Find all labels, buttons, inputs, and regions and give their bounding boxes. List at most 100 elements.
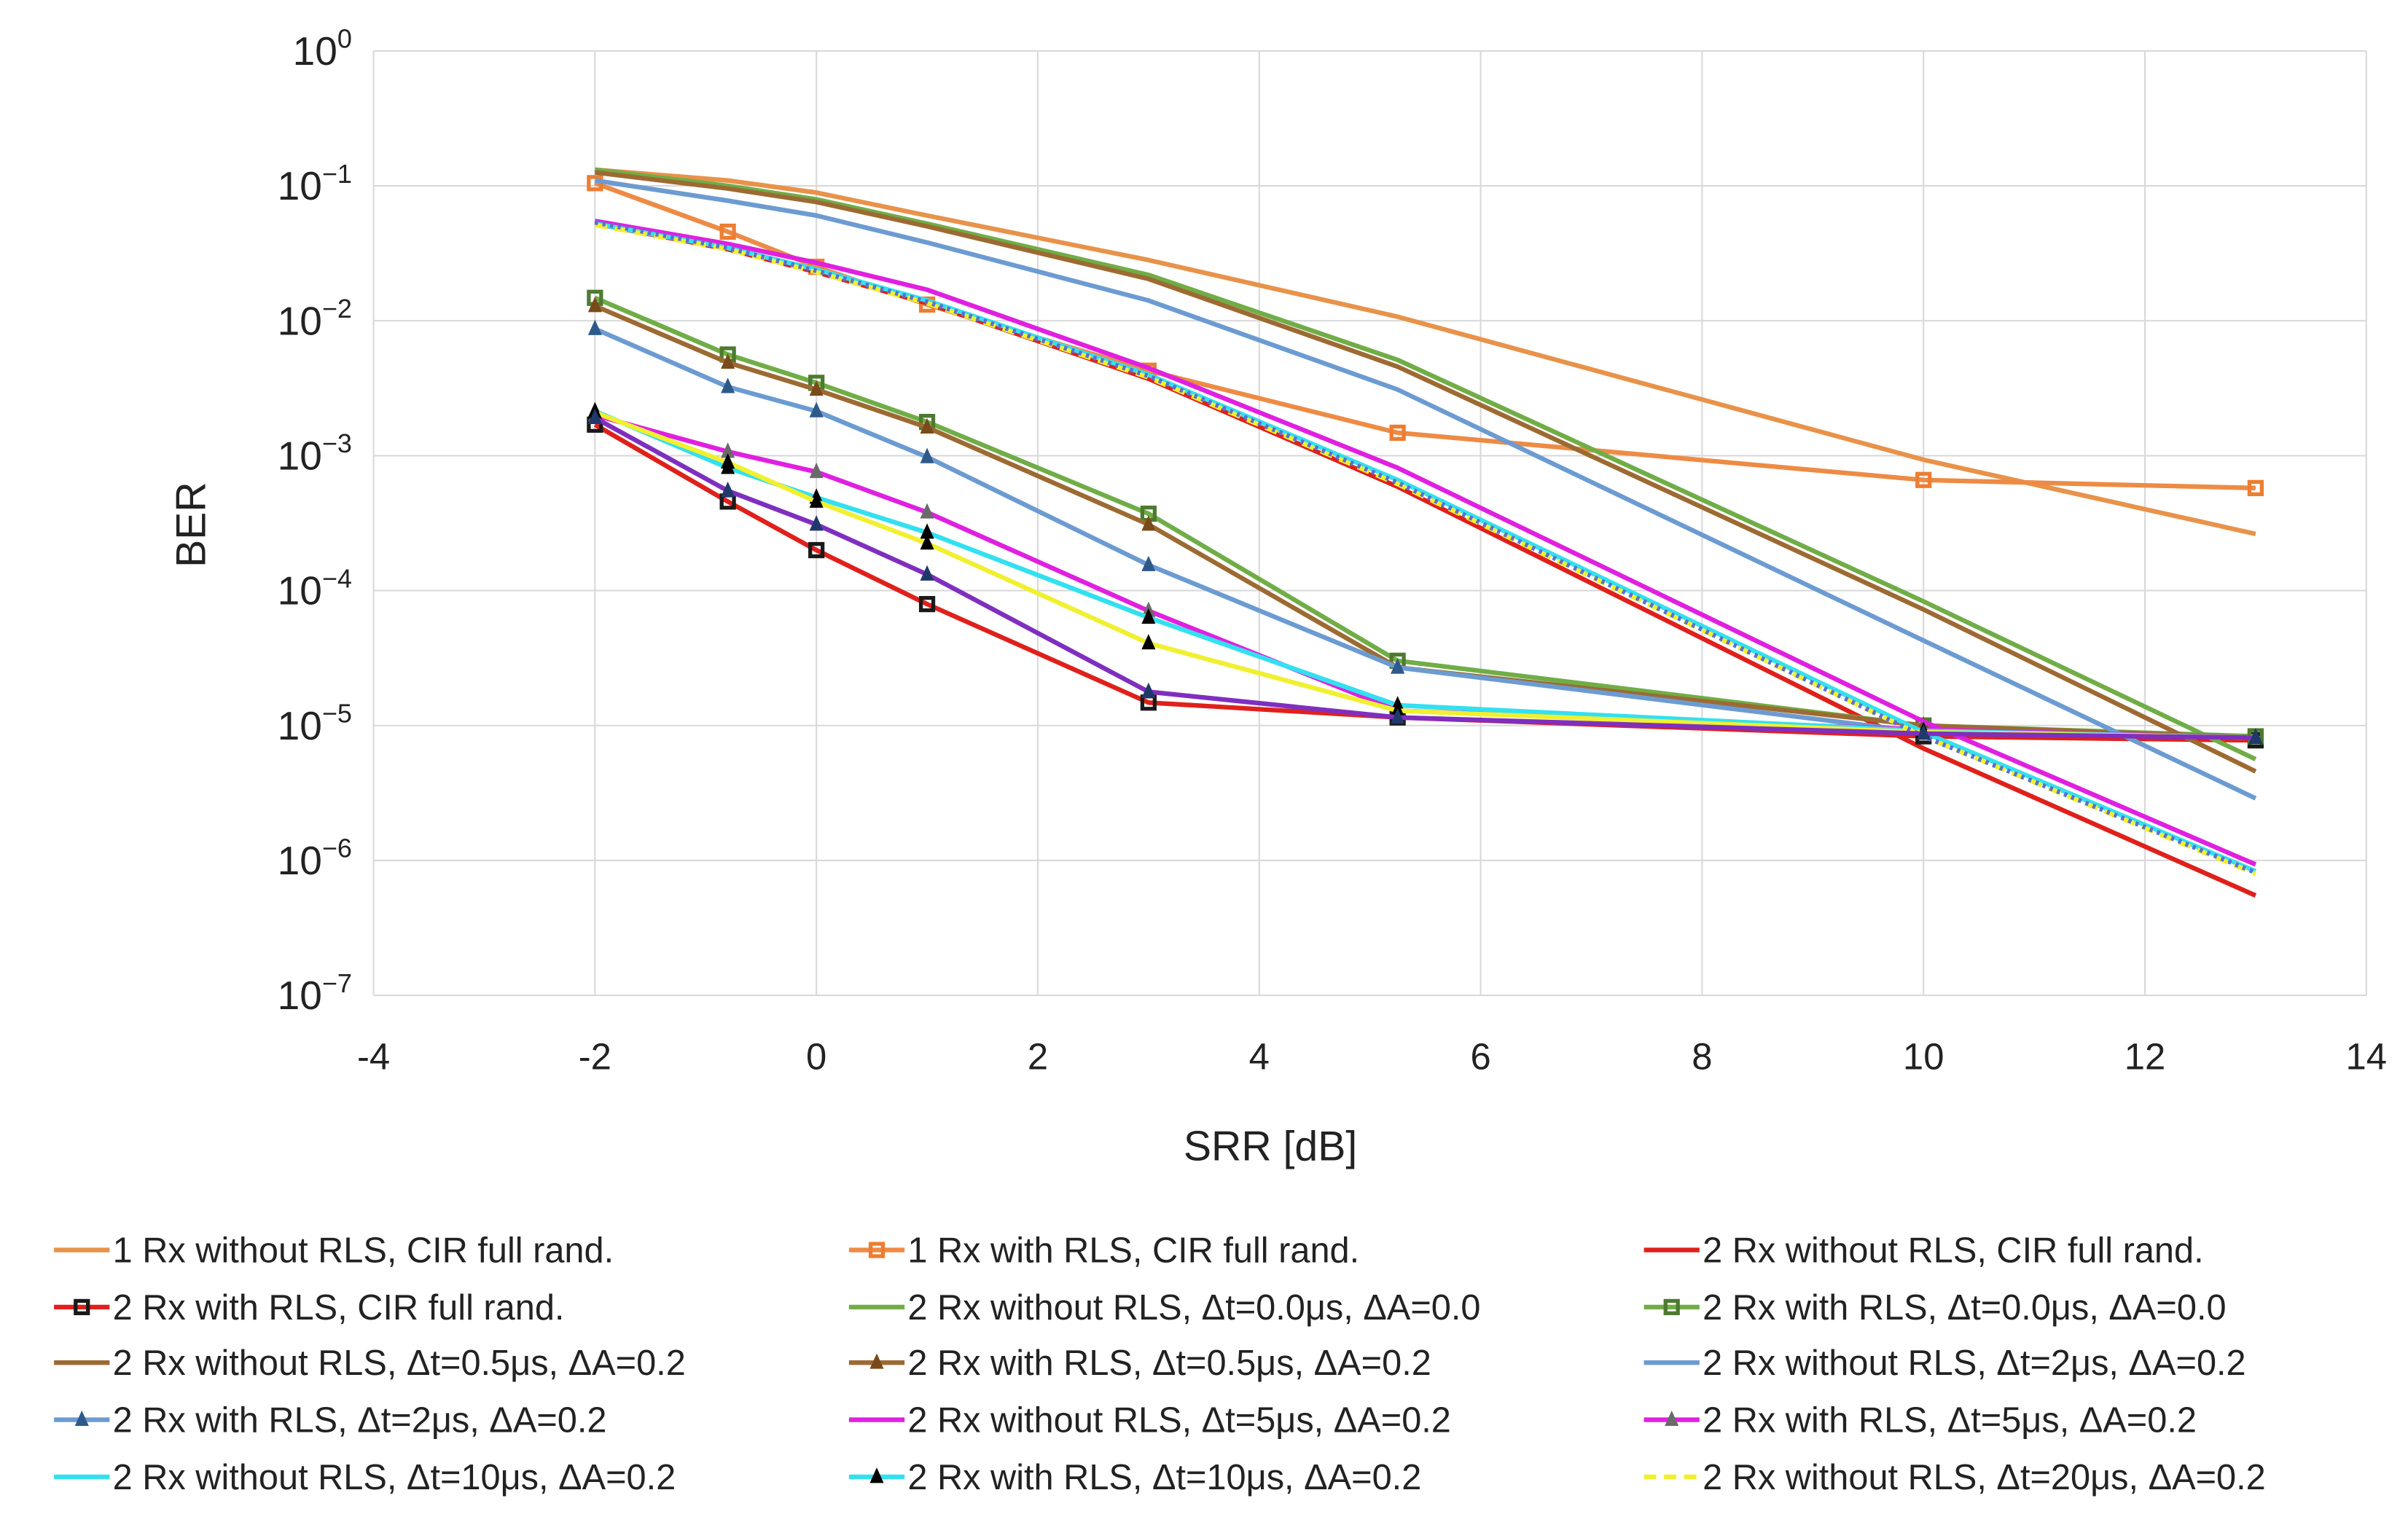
data-point-marker: [1141, 515, 1156, 531]
series-12: [587, 406, 2263, 744]
series-line: [594, 219, 2257, 875]
data-point-marker: [721, 481, 735, 498]
series-line: [594, 219, 2257, 867]
legend-label: 2 Rx with RLS, CIR full rand.: [113, 1288, 565, 1328]
data-point-marker: [920, 503, 934, 519]
data-point-marker: [721, 452, 735, 469]
y-tick-label: 10−5: [278, 699, 352, 748]
y-tick-base: 10: [278, 973, 322, 1018]
data-point-marker: [721, 377, 735, 393]
data-point-marker: [587, 297, 602, 313]
legend-item: 1 Rx without RLS, CIR full rand.: [54, 1231, 614, 1270]
x-tick-label: -2: [579, 1036, 611, 1078]
y-tick-label: 10−2: [278, 294, 352, 343]
series-9: [594, 178, 2257, 801]
data-point-marker: [809, 492, 824, 508]
data-point-marker: [2247, 479, 2264, 496]
data-point-marker: [1141, 682, 1156, 698]
legend-item: 2 Rx without RLS, Δt=20μs, ΔA=0.2: [1643, 1458, 2266, 1497]
series-line: [594, 222, 2257, 877]
y-tick-exponent: −3: [322, 428, 352, 458]
legend-item: 2 Rx with RLS, Δt=10μs, ΔA=0.2: [848, 1458, 1421, 1497]
y-tick-label: 10−6: [278, 834, 352, 883]
y-tick-exponent: −4: [322, 563, 352, 593]
data-point-marker: [1916, 724, 1931, 740]
data-point-marker: [920, 523, 934, 539]
series-6: [587, 289, 2264, 745]
x-tick-labels: -4 -2 0 2 4 6 8 10 12 14: [357, 1036, 2387, 1078]
x-tick-label: 0: [806, 1036, 826, 1078]
legend-label: 2 Rx with RLS, Δt=10μs, ΔA=0.2: [907, 1458, 1421, 1497]
y-tick-base: 10: [278, 568, 322, 613]
data-point-marker: [808, 541, 825, 559]
x-tick-label: 8: [1692, 1036, 1712, 1078]
legend-label: 1 Rx without RLS, CIR full rand.: [113, 1231, 614, 1270]
data-point-marker: [1141, 608, 1156, 624]
series-16: [587, 403, 2263, 744]
legend-label: 2 Rx without RLS, Δt=5μs, ΔA=0.2: [907, 1400, 1451, 1440]
y-tick-base: 10: [278, 433, 322, 478]
series-line: [594, 410, 2256, 740]
y-tick-label: 10−3: [278, 428, 352, 478]
data-point-marker: [721, 353, 735, 369]
legend-item: 2 Rx without RLS, CIR full rand.: [1643, 1231, 2204, 1270]
series-15: [594, 222, 2257, 877]
y-tick-base: 10: [278, 298, 322, 343]
legend: 1 Rx without RLS, CIR full rand. 1 Rx wit…: [54, 1231, 2266, 1497]
series-11: [594, 219, 2257, 867]
series-7: [594, 170, 2257, 774]
legend-label: 2 Rx with RLS, Δt=0.0μs, ΔA=0.0: [1703, 1288, 2226, 1328]
legend-marker: [868, 1242, 886, 1258]
legend-item: 2 Rx with RLS, Δt=5μs, ΔA=0.2: [1643, 1400, 2197, 1440]
series-line: [594, 326, 2256, 740]
x-tick-label: 2: [1028, 1036, 1048, 1078]
series-4: [587, 416, 2264, 749]
legend-item: 2 Rx with RLS, CIR full rand.: [54, 1288, 564, 1328]
data-point-marker: [809, 401, 824, 417]
series-line: [593, 423, 2256, 743]
x-tick-label: 4: [1249, 1036, 1270, 1078]
y-tick-exponent: −5: [322, 699, 352, 729]
y-tick-label: 100: [293, 24, 352, 74]
data-point-marker: [920, 534, 934, 550]
series-2: [587, 175, 2264, 496]
legend-item: 2 Rx with RLS, Δt=0.0μs, ΔA=0.0: [1643, 1288, 2227, 1328]
data-point-marker: [920, 447, 934, 463]
series-line: [594, 409, 2256, 740]
y-tick-exponent: −6: [322, 834, 352, 863]
x-tick-label: -4: [357, 1036, 390, 1078]
y-tick-exponent: −1: [322, 159, 352, 189]
data-point-marker: [920, 417, 934, 434]
series-14: [587, 401, 2263, 744]
y-axis-label: BER: [168, 482, 215, 568]
legend-label: 2 Rx without RLS, Δt=0.0μs, ΔA=0.0: [907, 1288, 1480, 1328]
legend-item: 2 Rx without RLS, Δt=0.5μs, ΔA=0.2: [54, 1344, 686, 1383]
data-point-marker: [809, 380, 824, 396]
data-point-marker: [1141, 634, 1156, 650]
y-tick-base: 10: [278, 703, 322, 748]
data-point-marker: [918, 595, 936, 613]
data-point-marker: [1391, 707, 1405, 724]
grid: [372, 50, 2367, 997]
series-line: [594, 303, 2256, 740]
y-tick-exponent: −7: [322, 968, 352, 998]
legend-item: 2 Rx with RLS, Δt=2μs, ΔA=0.2: [54, 1400, 606, 1440]
legend-item: 2 Rx without RLS, Δt=5μs, ΔA=0.2: [848, 1400, 1451, 1440]
x-tick-label: 6: [1470, 1036, 1490, 1078]
series-line: [594, 181, 2256, 491]
data-point-marker: [1141, 555, 1156, 571]
y-tick-exponent: −2: [322, 294, 352, 324]
data-point-marker: [721, 442, 735, 458]
data-point-marker: [719, 223, 736, 240]
legend-marker: [74, 1410, 89, 1426]
data-point-marker: [1915, 471, 1932, 488]
series-line: [593, 415, 2256, 740]
legend-label: 2 Rx with RLS, Δt=0.5μs, ΔA=0.2: [907, 1344, 1431, 1383]
y-tick-label: 10−7: [278, 968, 352, 1018]
legend-item: 2 Rx without RLS, Δt=2μs, ΔA=0.2: [1643, 1344, 2246, 1383]
data-point-marker: [1391, 658, 1405, 674]
y-tick-base: 10: [278, 163, 322, 208]
legend-label: 2 Rx without RLS, Δt=20μs, ΔA=0.2: [1703, 1458, 2266, 1497]
